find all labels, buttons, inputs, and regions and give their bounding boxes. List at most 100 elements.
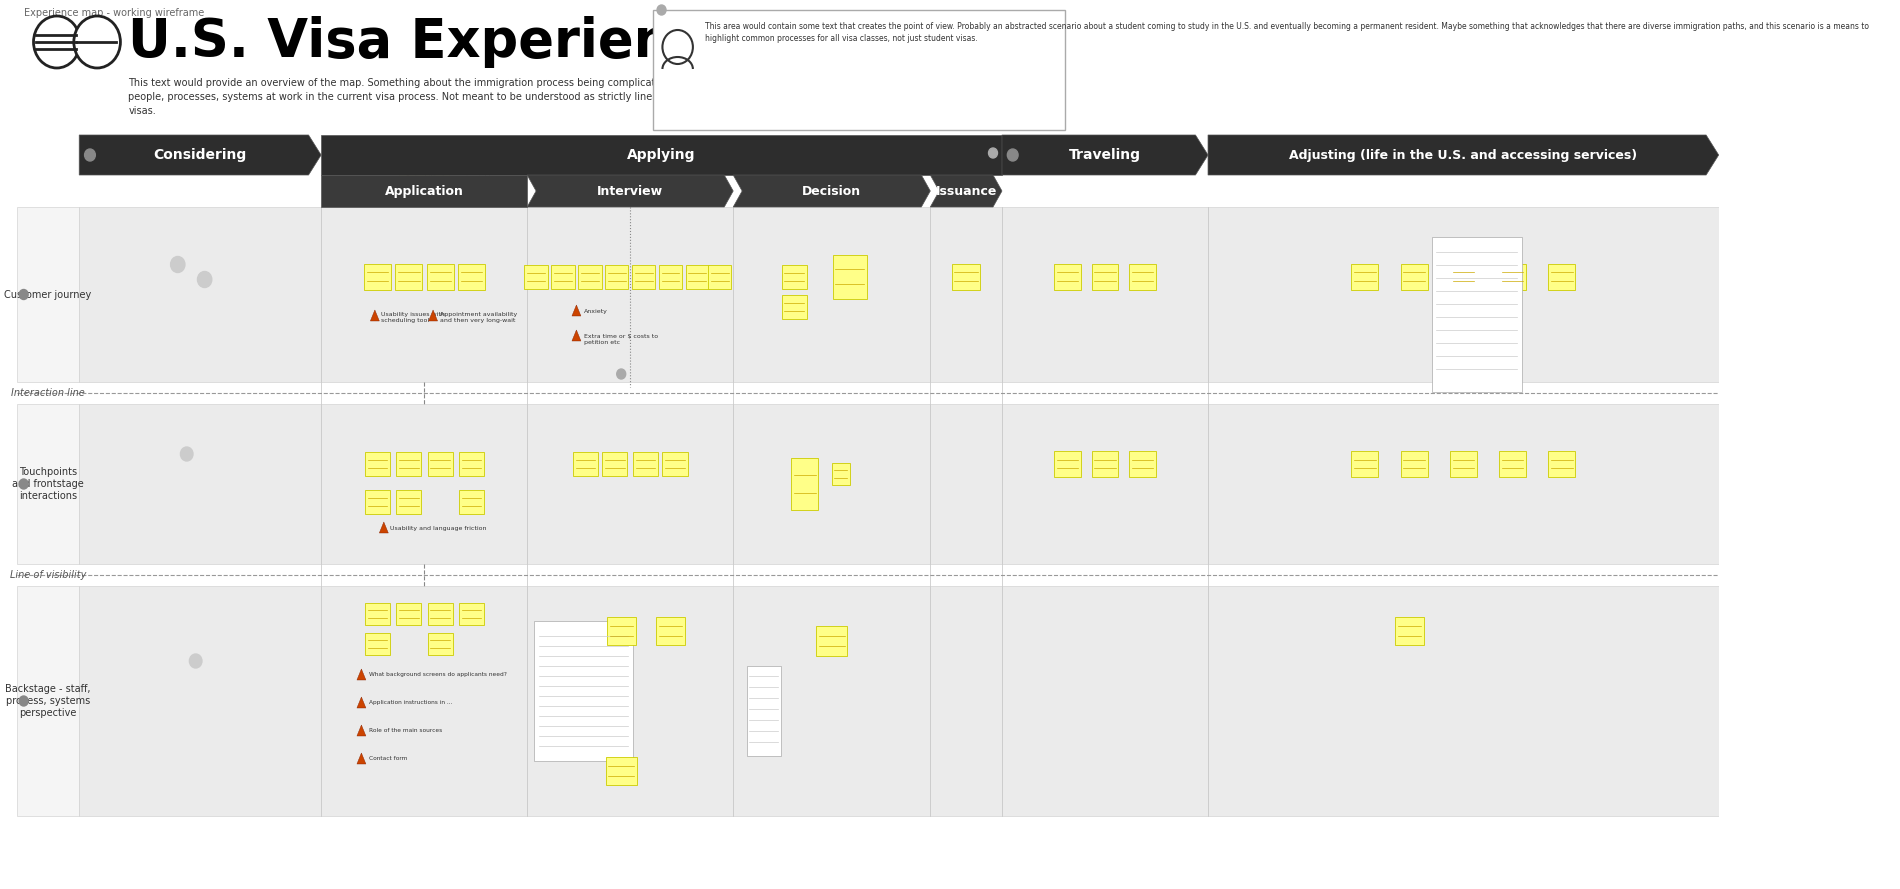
- Bar: [733, 207, 931, 382]
- Bar: [460, 603, 485, 625]
- Circle shape: [171, 257, 184, 273]
- Circle shape: [180, 447, 194, 461]
- Circle shape: [86, 149, 95, 161]
- Bar: [610, 168, 650, 200]
- Bar: [526, 207, 733, 382]
- Text: Extra time or $ costs to
petition etc: Extra time or $ costs to petition etc: [583, 334, 657, 345]
- Circle shape: [657, 5, 667, 15]
- Bar: [365, 490, 390, 514]
- Bar: [395, 263, 422, 290]
- Text: This text would provide an overview of the map. Something about the immigration : This text would provide an overview of t…: [129, 78, 884, 116]
- Polygon shape: [370, 310, 380, 321]
- Text: Backstage - staff,
process, systems
perspective: Backstage - staff, process, systems pers…: [6, 685, 91, 717]
- Bar: [526, 586, 733, 816]
- Bar: [80, 404, 321, 564]
- Text: Considering: Considering: [154, 148, 247, 162]
- Bar: [17, 586, 80, 816]
- Bar: [1208, 404, 1720, 564]
- Bar: [1351, 263, 1378, 290]
- Bar: [428, 633, 452, 655]
- Bar: [1548, 451, 1575, 477]
- Bar: [460, 490, 485, 514]
- Bar: [709, 265, 732, 289]
- Polygon shape: [380, 522, 388, 533]
- Bar: [1400, 451, 1427, 477]
- Bar: [321, 135, 1001, 175]
- Text: Applying: Applying: [627, 148, 695, 162]
- Text: Inability to acquire right
documentation: Inability to acquire right documentation: [416, 175, 492, 186]
- Text: Application: Application: [384, 185, 464, 197]
- Bar: [428, 452, 452, 476]
- Text: This area would contain some text that creates the point of view. Probably an ab: This area would contain some text that c…: [705, 22, 1868, 44]
- Bar: [1129, 451, 1155, 477]
- Bar: [1054, 451, 1081, 477]
- Polygon shape: [357, 697, 367, 708]
- Bar: [365, 263, 391, 290]
- Text: Decision: Decision: [802, 185, 861, 197]
- Bar: [652, 10, 1064, 130]
- Bar: [321, 404, 526, 564]
- Bar: [1395, 617, 1423, 645]
- Bar: [17, 207, 80, 382]
- Circle shape: [618, 369, 625, 379]
- Bar: [1001, 207, 1208, 382]
- Bar: [397, 490, 422, 514]
- Bar: [1208, 207, 1720, 382]
- Bar: [365, 603, 390, 625]
- Bar: [1001, 586, 1208, 816]
- Bar: [321, 175, 526, 207]
- Polygon shape: [526, 175, 733, 207]
- Bar: [1499, 451, 1526, 477]
- Text: Usability issues with
scheduling tool: Usability issues with scheduling tool: [382, 312, 445, 324]
- Circle shape: [190, 654, 201, 668]
- Circle shape: [1007, 149, 1018, 161]
- Bar: [1092, 263, 1119, 290]
- Bar: [1499, 263, 1526, 290]
- Bar: [792, 458, 819, 510]
- Polygon shape: [403, 173, 412, 184]
- Polygon shape: [80, 135, 321, 175]
- Circle shape: [988, 148, 998, 158]
- Bar: [686, 265, 709, 289]
- Text: Interaction line: Interaction line: [11, 388, 86, 398]
- Text: Touchpoints
and frontstage
interactions: Touchpoints and frontstage interactions: [11, 468, 84, 501]
- Bar: [1351, 451, 1378, 477]
- Bar: [399, 164, 448, 194]
- Text: Contact form: Contact form: [369, 756, 407, 761]
- Bar: [321, 586, 526, 816]
- Circle shape: [19, 696, 28, 706]
- Polygon shape: [572, 330, 581, 341]
- Bar: [952, 263, 980, 290]
- Bar: [606, 757, 636, 785]
- Bar: [428, 263, 454, 290]
- Text: Usability and language friction: Usability and language friction: [390, 526, 486, 531]
- Bar: [606, 617, 636, 645]
- Bar: [747, 666, 781, 756]
- Text: Interview: Interview: [597, 185, 663, 197]
- Bar: [1208, 586, 1720, 816]
- Bar: [832, 463, 849, 485]
- Bar: [572, 452, 598, 476]
- Bar: [781, 294, 808, 318]
- Text: Adjusting (life in the U.S. and accessing services): Adjusting (life in the U.S. and accessin…: [1290, 148, 1638, 162]
- Bar: [460, 452, 485, 476]
- Text: Line of visibility: Line of visibility: [10, 570, 86, 580]
- Text: Application instructions in ...: Application instructions in ...: [369, 700, 452, 705]
- Bar: [1548, 263, 1575, 290]
- Bar: [733, 586, 931, 816]
- Bar: [1001, 404, 1208, 564]
- Bar: [397, 452, 422, 476]
- Polygon shape: [931, 175, 1001, 207]
- Polygon shape: [357, 669, 367, 680]
- Bar: [17, 404, 80, 564]
- Bar: [365, 452, 390, 476]
- Circle shape: [663, 30, 693, 64]
- Text: Experience map - working wireframe: Experience map - working wireframe: [23, 8, 203, 18]
- Text: Appointment availability
and then very long-wait: Appointment availability and then very l…: [441, 312, 517, 324]
- Bar: [659, 265, 682, 289]
- Bar: [365, 633, 390, 655]
- Polygon shape: [572, 305, 581, 316]
- Bar: [817, 626, 847, 656]
- Bar: [781, 265, 808, 289]
- Text: Role of the main sources: Role of the main sources: [369, 728, 443, 733]
